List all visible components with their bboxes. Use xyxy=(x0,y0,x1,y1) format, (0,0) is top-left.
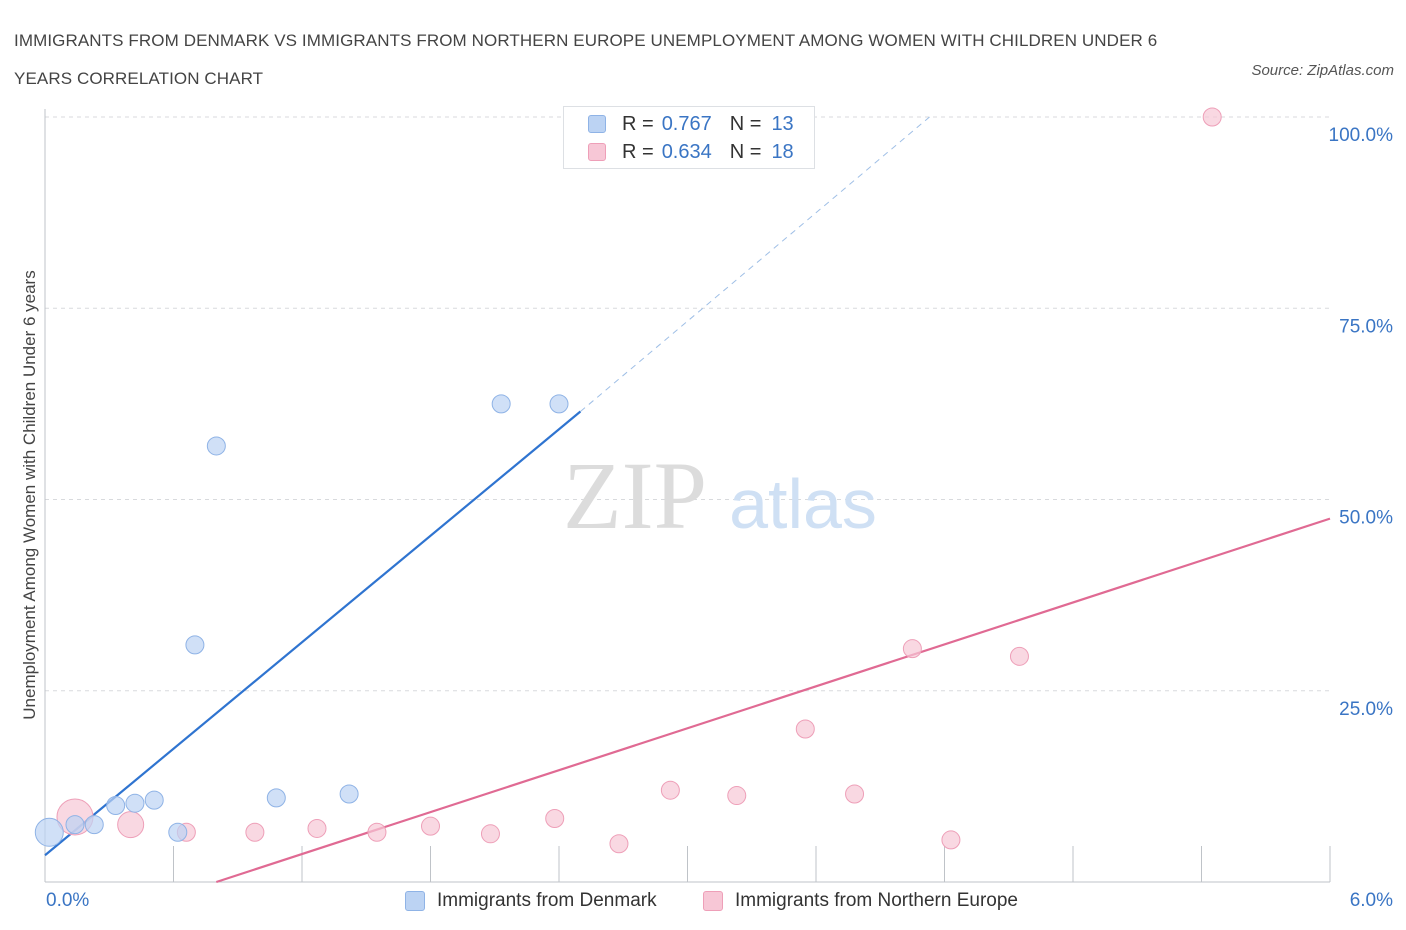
northern-europe-point xyxy=(545,809,565,829)
denmark-point xyxy=(84,815,104,835)
denmark-point xyxy=(65,815,85,835)
northern-europe-point xyxy=(941,830,961,850)
denmark-point xyxy=(125,793,145,813)
northern-europe-swatch xyxy=(703,891,723,911)
denmark-point xyxy=(266,788,286,808)
northern-europe-point xyxy=(1202,107,1222,127)
gridlines xyxy=(45,116,1330,692)
denmark-point xyxy=(144,790,164,810)
n-label: N = xyxy=(729,112,762,135)
source-label: Source: ZipAtlas.com xyxy=(1251,62,1394,79)
correlation-legend: R = 0.767 N = 13 R = 0.634 N = 18 xyxy=(563,106,815,169)
northern-europe-point xyxy=(1009,646,1029,666)
watermark-zip: ZIP xyxy=(563,442,707,549)
y-tick-label: 100.0% xyxy=(1329,125,1394,146)
denmark-swatch xyxy=(405,891,425,911)
northern-europe-point xyxy=(367,822,387,842)
legend-row-denmark: R = 0.767 N = 13 xyxy=(588,112,794,136)
northern-europe-swatch xyxy=(588,143,606,161)
n-label: N = xyxy=(729,140,762,163)
axes xyxy=(44,109,1331,883)
northern-europe-point xyxy=(421,816,440,836)
data-points xyxy=(34,107,1222,854)
trendlines xyxy=(44,116,1331,884)
legend-row-northern-europe: R = 0.634 N = 18 xyxy=(588,140,794,164)
denmark-point xyxy=(168,822,188,842)
northern-europe-point xyxy=(727,786,747,806)
legend-label: Immigrants from Northern Europe xyxy=(735,890,1018,911)
denmark-point xyxy=(339,784,359,804)
northern-europe-point xyxy=(660,780,680,800)
n-value: 18 xyxy=(771,140,794,163)
northern-europe-point xyxy=(795,719,815,739)
denmark-trendline xyxy=(44,410,582,857)
denmark-point xyxy=(106,796,126,815)
n-value: 13 xyxy=(771,112,794,135)
northern-europe-point xyxy=(609,834,629,854)
x-tick-label-max: 6.0% xyxy=(1349,890,1393,911)
r-label: R = xyxy=(622,112,654,135)
series-legend: Immigrants from Denmark Immigrants from … xyxy=(0,888,1406,916)
denmark-swatch xyxy=(588,115,606,133)
r-value: 0.767 xyxy=(661,112,712,135)
legend-label: Immigrants from Denmark xyxy=(437,890,657,911)
y-tick-label: 25.0% xyxy=(1339,699,1393,720)
chart-title: IMMIGRANTS FROM DENMARK VS IMMIGRANTS FR… xyxy=(14,31,1158,88)
northern-europe-point xyxy=(245,822,265,842)
x-tick-label-min: 0.0% xyxy=(46,890,90,911)
legend-item-denmark[interactable]: Immigrants from Denmark xyxy=(405,890,657,912)
watermark-atlas: atlas xyxy=(729,465,877,543)
r-value: 0.634 xyxy=(661,140,712,163)
northern-europe-point xyxy=(845,784,865,804)
denmark-point xyxy=(185,635,205,655)
legend-item-northern-europe[interactable]: Immigrants from Northern Europe xyxy=(703,890,1018,912)
denmark-point xyxy=(491,394,511,414)
northern-europe-point xyxy=(902,639,922,659)
y-tick-label: 75.0% xyxy=(1339,316,1393,337)
y-tick-labels: 25.0% 50.0% 75.0% 100.0% xyxy=(1329,125,1394,720)
denmark-point xyxy=(34,817,64,847)
northern-europe-point xyxy=(117,811,145,839)
watermark: ZIP atlas xyxy=(563,442,877,549)
northern-europe-trendline xyxy=(215,517,1331,884)
r-label: R = xyxy=(622,140,654,163)
denmark-point xyxy=(206,436,226,456)
denmark-point xyxy=(549,394,569,414)
northern-europe-point xyxy=(480,824,500,844)
y-tick-label: 50.0% xyxy=(1339,508,1393,529)
northern-europe-point xyxy=(307,818,327,838)
